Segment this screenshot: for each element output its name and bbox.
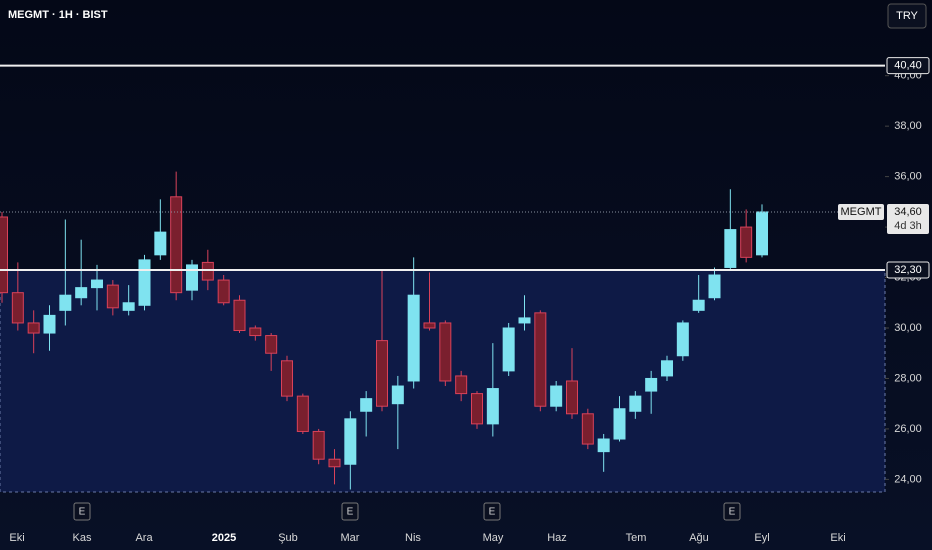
event-label: E bbox=[729, 507, 736, 518]
candle-body bbox=[550, 385, 563, 407]
x-tick-label: Eyl bbox=[754, 532, 769, 544]
candle-body bbox=[217, 279, 230, 304]
candle-body bbox=[344, 418, 357, 465]
event-box bbox=[483, 502, 501, 521]
candle-body bbox=[75, 287, 88, 299]
chart-title: MEGMT · 1H · BIST bbox=[8, 9, 108, 21]
candle-body bbox=[328, 458, 341, 468]
x-tick-label: Nis bbox=[405, 532, 421, 544]
candle-body bbox=[407, 294, 420, 382]
candle-body bbox=[502, 327, 515, 372]
y-tick-label: 36,00 bbox=[894, 171, 922, 183]
candle-body bbox=[11, 292, 24, 324]
candle-body bbox=[186, 264, 198, 291]
candle-body bbox=[629, 395, 642, 412]
candle-body bbox=[106, 284, 119, 309]
candle-body bbox=[391, 385, 404, 405]
candle-body bbox=[661, 360, 673, 377]
level-label: 40,40 bbox=[894, 60, 922, 72]
candle-body bbox=[91, 279, 103, 289]
x-tick-label: Mar bbox=[341, 532, 360, 544]
candle-body bbox=[566, 380, 578, 415]
candle-body bbox=[170, 196, 183, 294]
candle-body bbox=[676, 322, 689, 357]
event-box bbox=[73, 502, 91, 521]
candle-body bbox=[486, 388, 499, 425]
candle-body bbox=[122, 302, 135, 311]
countdown-label: 4d 3h bbox=[894, 220, 922, 232]
candle-body bbox=[233, 299, 246, 332]
price-tag bbox=[887, 203, 929, 234]
candle-body bbox=[138, 259, 151, 306]
candle-body bbox=[756, 211, 768, 256]
candle-body bbox=[281, 360, 293, 397]
symbol-tag bbox=[838, 203, 884, 220]
candle-body bbox=[249, 327, 262, 337]
candle-body bbox=[613, 408, 626, 440]
candle-body bbox=[645, 377, 658, 392]
candle-body bbox=[708, 274, 721, 299]
currency-button[interactable] bbox=[887, 3, 927, 29]
x-tick-label: Ağu bbox=[689, 532, 709, 544]
candle-body bbox=[296, 395, 309, 432]
candle-body bbox=[423, 322, 436, 329]
x-tick-label: Eki bbox=[9, 532, 24, 544]
candle-body bbox=[597, 438, 610, 453]
price-label: 34,60 bbox=[894, 206, 922, 218]
level-tag bbox=[886, 261, 930, 279]
candle-body bbox=[518, 317, 531, 324]
level-label: 32,30 bbox=[894, 264, 922, 276]
symbol-label: MEGMT bbox=[841, 206, 882, 218]
event-label: E bbox=[347, 507, 354, 518]
candle-body bbox=[27, 322, 40, 334]
event-box bbox=[723, 502, 741, 521]
x-tick-label: May bbox=[483, 532, 504, 544]
event-label: E bbox=[79, 507, 86, 518]
y-tick-label: 38,00 bbox=[894, 120, 922, 132]
x-tick-label: Ara bbox=[135, 532, 153, 544]
candle-body bbox=[376, 340, 388, 407]
candle-body bbox=[581, 413, 594, 445]
x-tick-label: Eki bbox=[830, 532, 845, 544]
candle-body bbox=[534, 312, 547, 407]
candle-body bbox=[0, 216, 8, 294]
candle-body bbox=[59, 294, 72, 311]
event-label: E bbox=[489, 507, 496, 518]
candle-body bbox=[455, 375, 468, 395]
candle-body bbox=[439, 322, 452, 382]
x-tick-label: 2025 bbox=[212, 532, 236, 544]
x-tick-label: Kas bbox=[73, 532, 92, 544]
candle-body bbox=[692, 299, 705, 311]
x-tick-label: Tem bbox=[626, 532, 647, 544]
candle-body bbox=[265, 335, 278, 354]
y-tick-label: 26,00 bbox=[894, 423, 922, 435]
candle-body bbox=[471, 393, 483, 425]
event-box bbox=[341, 502, 359, 521]
candle-body bbox=[312, 430, 325, 460]
candle-body bbox=[740, 226, 753, 258]
candle-body bbox=[201, 261, 214, 281]
currency-label[interactable]: TRY bbox=[896, 10, 918, 22]
y-tick-label: 28,00 bbox=[894, 372, 922, 384]
x-tick-label: Haz bbox=[547, 532, 567, 544]
candle-body bbox=[360, 398, 373, 412]
candle-body bbox=[43, 314, 56, 334]
y-tick-label: 24,00 bbox=[894, 473, 922, 485]
x-tick-label: Şub bbox=[278, 532, 298, 544]
level-tag bbox=[886, 57, 930, 75]
candle-body bbox=[724, 229, 737, 268]
y-tick-label: 30,00 bbox=[894, 322, 922, 334]
candle-body bbox=[154, 231, 167, 256]
